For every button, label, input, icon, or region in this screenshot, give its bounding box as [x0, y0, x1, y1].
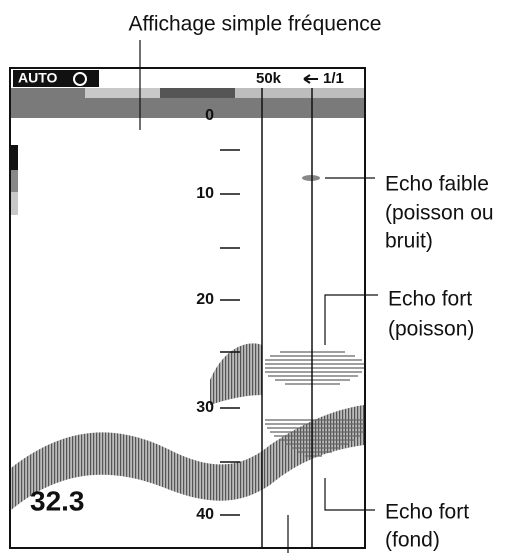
- frequency: 50k: [256, 70, 282, 87]
- scale-label: 10: [196, 185, 214, 202]
- title: Affichage simple fréquence: [129, 13, 382, 36]
- scale-label: 30: [196, 399, 214, 416]
- scale-label: 20: [196, 291, 214, 308]
- annotation: bruit): [385, 230, 433, 253]
- annotation: (poisson ou: [385, 202, 494, 225]
- scale-label: 0: [205, 107, 214, 124]
- diagram: Affichage simple fréquence: [0, 0, 525, 553]
- annotation: (fond): [385, 529, 440, 552]
- screen: AUTO 50k 1/1 0 10 20 30 40 32.3: [10, 68, 365, 548]
- annotation: Echo faible: [385, 173, 489, 196]
- annotation: Echo fort: [388, 288, 472, 311]
- mode: AUTO: [18, 70, 58, 86]
- annotation: (poisson): [388, 318, 474, 341]
- scale-label: 40: [196, 506, 214, 523]
- range: 1/1: [323, 70, 344, 87]
- depth-reading: 32.3: [30, 485, 85, 516]
- annotation: Echo fort: [385, 501, 469, 524]
